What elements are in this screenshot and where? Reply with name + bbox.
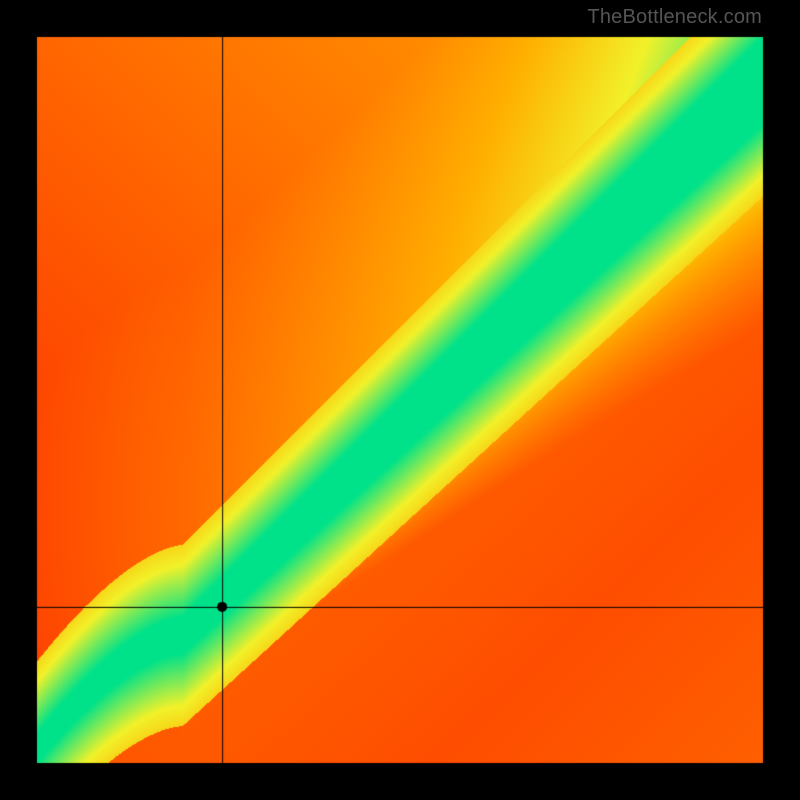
bottleneck-heatmap-chart: [0, 0, 800, 800]
watermark-text: TheBottleneck.com: [587, 6, 762, 29]
